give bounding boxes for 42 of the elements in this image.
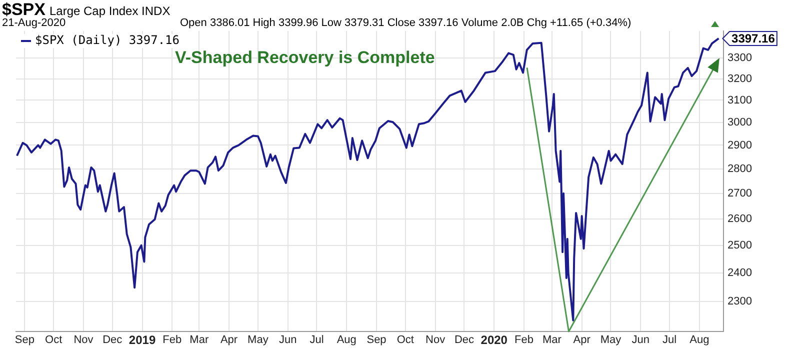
x-tick-label: Jul: [310, 334, 324, 346]
x-tick-label: 2020: [480, 333, 508, 348]
x-tick-label: Apr: [573, 334, 591, 346]
x-tick-label: May: [600, 334, 622, 346]
x-tick-label: Sep: [366, 334, 386, 346]
x-tick-label: Oct: [45, 334, 62, 346]
x-tick-label: Apr: [220, 334, 238, 346]
y-tick-label: 2600: [728, 212, 752, 225]
x-tick-label: Aug: [336, 334, 356, 346]
x-tick-label: Nov: [74, 334, 94, 346]
x-tick-label: May: [248, 334, 269, 346]
chart-title: $SPX: [2, 0, 46, 19]
y-tick-label: 2500: [728, 239, 752, 252]
x-tick-label: Sep: [14, 334, 34, 346]
y-tick-label: 2400: [728, 266, 752, 279]
x-tick-label: Mar: [190, 334, 209, 346]
y-tick-label: 3100: [728, 94, 752, 106]
y-tick-label: 2900: [728, 139, 752, 152]
y-tick-label: 3000: [728, 116, 752, 128]
x-tick-label: Feb: [514, 334, 534, 346]
y-tick-label: 3300: [728, 52, 752, 64]
chart-subtitle: Large Cap Index INDX: [49, 4, 170, 18]
text: 21-Aug-2020: [2, 17, 66, 29]
y-tick-label: 2800: [728, 162, 752, 175]
x-tick-label: Jul: [662, 334, 677, 346]
x-tick-label: Jun: [278, 334, 297, 346]
text: Open 3386.01 High 3399.96 Low 3379.31 Close 3397.16 Volume 2.0B Chg +11.65 (+0.34%): [180, 17, 632, 29]
x-tick-label: Dec: [102, 334, 123, 346]
x-tick-label: Oct: [396, 334, 414, 346]
annotation: 3397.16: [732, 31, 776, 46]
x-tick-label: Dec: [454, 334, 475, 346]
x-tick-label: Aug: [690, 334, 710, 346]
y-tick-label: 2300: [728, 296, 752, 308]
x-tick-label: Nov: [426, 334, 446, 346]
x-tick-label: Mar: [542, 334, 562, 346]
x-tick-label: 2019: [128, 333, 156, 348]
y-tick-label: 3200: [728, 72, 752, 85]
x-tick-label: Jun: [632, 334, 650, 346]
annotation: V-Shaped Recovery is Complete: [175, 48, 435, 68]
x-tick-label: Feb: [162, 334, 182, 346]
y-tick-label: 2700: [728, 187, 752, 200]
legend-label: $SPX (Daily) 3397.16: [35, 33, 180, 48]
